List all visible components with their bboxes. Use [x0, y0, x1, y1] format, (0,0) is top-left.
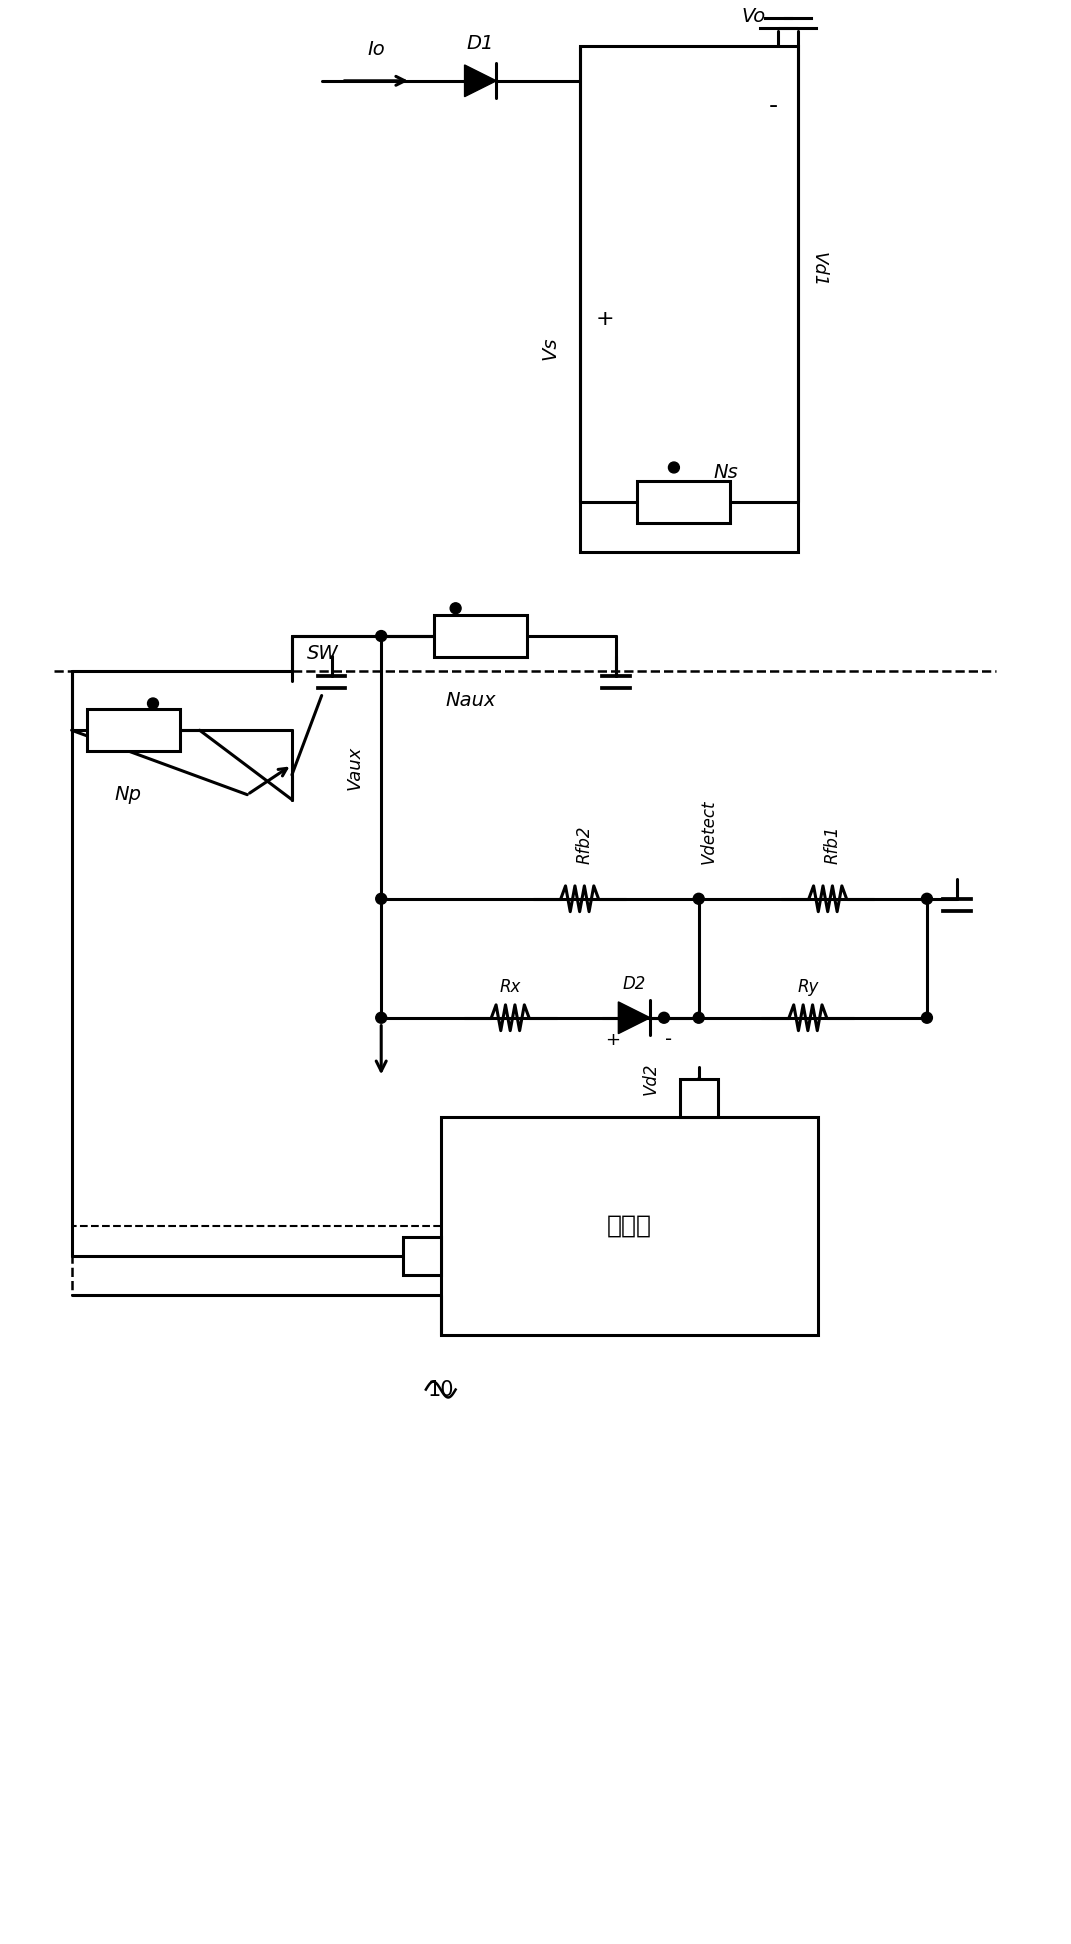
Polygon shape: [465, 64, 496, 97]
Text: +: +: [605, 1030, 620, 1048]
Text: D2: D2: [622, 976, 646, 993]
Text: -: -: [665, 1030, 673, 1050]
Text: Rfb2: Rfb2: [575, 826, 593, 863]
Circle shape: [921, 894, 933, 904]
Circle shape: [376, 1013, 387, 1023]
Bar: [680, 1079, 718, 1118]
Circle shape: [693, 894, 704, 904]
Circle shape: [921, 1013, 933, 1023]
Text: Ns: Ns: [713, 463, 738, 482]
Text: +: +: [595, 309, 614, 329]
Circle shape: [693, 1013, 704, 1023]
Bar: [434, 614, 527, 657]
Bar: [637, 482, 730, 523]
Text: D1: D1: [467, 35, 494, 52]
Text: Vs: Vs: [541, 336, 560, 360]
Text: -: -: [769, 93, 778, 117]
Text: Np: Np: [115, 785, 141, 803]
Text: Vo: Vo: [741, 8, 766, 27]
Bar: [87, 710, 180, 750]
Text: Vd1: Vd1: [810, 251, 828, 288]
Text: Vd2: Vd2: [643, 1061, 660, 1094]
Bar: [403, 1236, 441, 1275]
Text: Vdetect: Vdetect: [699, 799, 718, 863]
Circle shape: [659, 1013, 669, 1023]
Bar: [441, 1118, 818, 1336]
Text: Naux: Naux: [446, 690, 496, 710]
Polygon shape: [618, 1001, 650, 1034]
Circle shape: [148, 698, 159, 710]
Text: SW: SW: [306, 643, 338, 663]
Circle shape: [450, 603, 462, 614]
Text: 控制器: 控制器: [607, 1213, 652, 1238]
Circle shape: [376, 630, 387, 642]
Text: Rfb1: Rfb1: [824, 826, 842, 863]
Text: Vaux: Vaux: [345, 745, 363, 789]
Circle shape: [376, 894, 387, 904]
Bar: [579, 47, 798, 552]
Text: Io: Io: [367, 41, 386, 58]
Text: Ry: Ry: [797, 978, 818, 995]
Text: 10: 10: [427, 1380, 454, 1400]
Text: Rx: Rx: [499, 978, 521, 995]
Circle shape: [668, 463, 679, 472]
